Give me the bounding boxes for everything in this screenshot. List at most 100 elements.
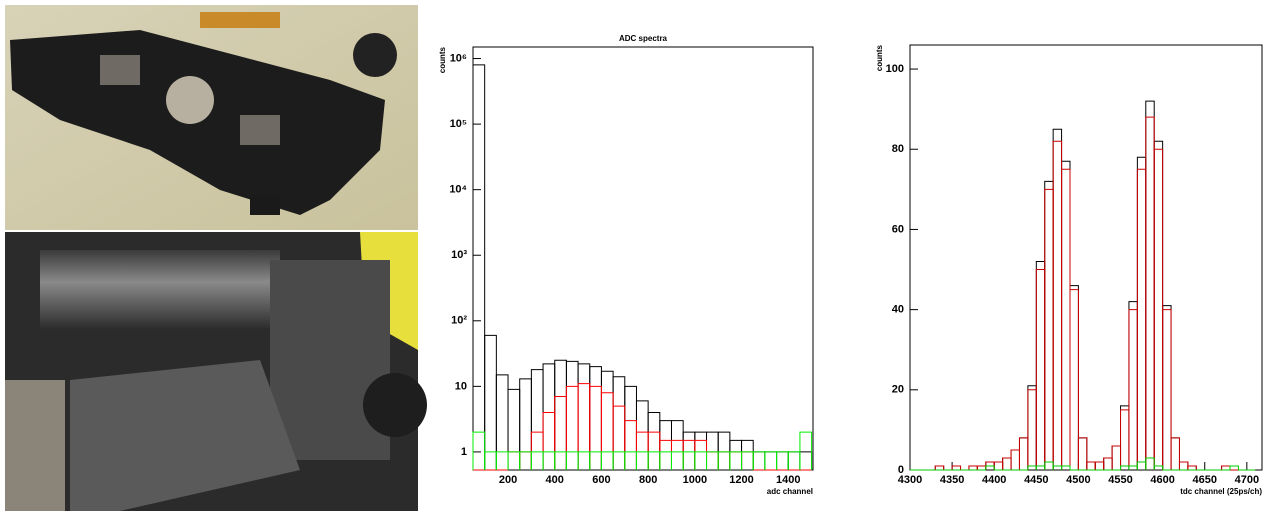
histogram-bin — [1229, 465, 1239, 470]
histogram-bin — [951, 465, 962, 470]
histogram-bin — [1170, 437, 1180, 470]
histogram-bin — [589, 366, 602, 470]
histogram-bin — [1162, 305, 1172, 470]
histogram-bin — [1027, 385, 1037, 470]
y-tick-label: 100 — [886, 63, 904, 75]
histogram-bin — [1002, 457, 1012, 470]
x-tick-label: 4450 — [1024, 474, 1048, 486]
histogram-bin — [1002, 457, 1012, 470]
x-tick-label: 4650 — [1192, 474, 1216, 486]
histogram-bin — [519, 451, 532, 470]
histogram-bin — [1187, 465, 1197, 470]
y-tick-label: 10⁶ — [450, 52, 467, 64]
x-axis-label: tdc channel (25ps/ch) — [1180, 487, 1262, 496]
histogram-bin — [729, 451, 743, 470]
histogram-bin — [741, 451, 754, 470]
histogram-bin — [1128, 301, 1138, 470]
histogram-bin — [1018, 437, 1029, 470]
histogram-bin — [1162, 309, 1172, 470]
histogram-bin — [670, 420, 684, 470]
x-tick-label: 4400 — [982, 474, 1006, 486]
histogram-bin — [635, 431, 649, 470]
histogram-bin — [600, 392, 614, 470]
photo-top — [5, 5, 418, 230]
x-tick-label: 800 — [639, 474, 657, 486]
histogram-bin — [729, 439, 743, 470]
x-tick-label: 4600 — [1150, 474, 1174, 486]
histogram-bin — [682, 439, 696, 470]
histogram-bin — [577, 383, 591, 470]
histogram-bin — [799, 431, 813, 470]
x-tick-label: 4500 — [1066, 474, 1090, 486]
histogram-bin — [776, 451, 789, 470]
histogram-bin — [1035, 465, 1046, 470]
histogram-bin — [717, 451, 731, 470]
histogram-bin — [1094, 461, 1105, 470]
x-tick-label: 4550 — [1108, 474, 1132, 486]
x-tick-label: 1000 — [683, 474, 707, 486]
y-tick-label: 10⁵ — [450, 118, 467, 130]
histogram-bin — [600, 370, 614, 470]
plot-frame — [909, 44, 1263, 471]
histogram-bin — [993, 461, 1004, 470]
x-tick-label: 400 — [546, 474, 564, 486]
y-tick-label: 10³ — [451, 249, 467, 261]
histogram-bin — [706, 451, 719, 470]
histogram-bin — [600, 451, 614, 470]
chart-title: ADC spectra — [619, 34, 668, 43]
histogram-bin — [1103, 457, 1113, 470]
histogram-bin — [729, 451, 743, 470]
histogram-bin — [635, 451, 649, 470]
histogram-bin — [507, 451, 521, 470]
histogram-bin — [1120, 465, 1130, 470]
y-tick-label: 10 — [455, 380, 467, 392]
histogram-bin — [1061, 465, 1071, 470]
histogram-bin — [484, 334, 497, 470]
histogram-bin — [764, 451, 778, 470]
histogram-bin — [624, 385, 637, 470]
histogram-bin — [1128, 309, 1138, 470]
histogram-bin — [1018, 437, 1029, 470]
histogram-bin — [752, 451, 766, 470]
histogram-bin — [1035, 261, 1046, 470]
histogram-bin — [647, 431, 661, 470]
histogram-bin — [659, 451, 672, 470]
histogram-bin — [1153, 465, 1164, 470]
histogram-bin — [1221, 465, 1231, 470]
histogram-bin — [1027, 465, 1037, 470]
histogram-bin — [1010, 449, 1020, 470]
histogram-bin — [554, 359, 567, 470]
histogram-bin — [542, 411, 556, 470]
histogram-bin — [484, 451, 497, 470]
histogram-bin — [1077, 437, 1088, 470]
histogram-bin — [495, 451, 509, 470]
histogram-bin — [530, 451, 544, 470]
histogram-bin — [1153, 140, 1164, 470]
histogram-bin — [1044, 180, 1054, 470]
histogram-bin — [799, 451, 813, 470]
histogram-bin — [706, 431, 719, 470]
histogram-bin — [1052, 465, 1063, 470]
histogram-bin — [589, 385, 602, 470]
histogram-bin — [507, 451, 521, 470]
histogram-bin — [624, 451, 637, 470]
histogram-bin — [694, 439, 708, 470]
histogram-bin — [565, 451, 579, 470]
histogram-bin — [542, 451, 556, 470]
histogram-bin — [993, 461, 1004, 470]
histogram-bin — [951, 465, 962, 470]
histogram-bin — [577, 451, 591, 470]
x-tick-label: 1400 — [776, 474, 800, 486]
histogram-bin — [659, 420, 672, 470]
histogram-bin — [1111, 445, 1122, 470]
histogram-bin — [694, 451, 708, 470]
y-axis-label: counts — [875, 44, 884, 71]
histogram-bin — [1086, 461, 1096, 470]
histogram-bin — [565, 360, 579, 470]
histogram-bin — [1111, 445, 1122, 470]
histogram-bin — [1120, 409, 1130, 470]
histogram-bin — [635, 400, 649, 470]
histogram-bin — [554, 451, 567, 470]
photo-bottom — [5, 232, 427, 511]
